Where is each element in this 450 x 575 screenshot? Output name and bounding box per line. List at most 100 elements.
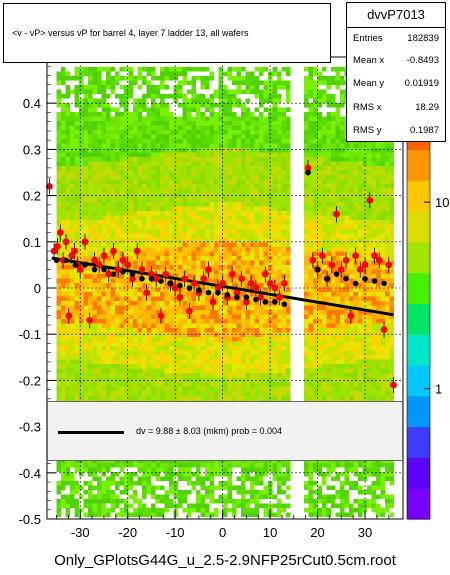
heat-cell bbox=[349, 301, 354, 306]
heat-cell bbox=[335, 193, 340, 198]
heat-cell bbox=[182, 220, 187, 225]
heat-cell bbox=[200, 152, 205, 157]
heat-cell bbox=[389, 292, 394, 297]
heat-cell bbox=[277, 143, 282, 148]
heat-cell bbox=[326, 310, 331, 315]
heat-cell bbox=[142, 382, 147, 387]
heat-cell bbox=[151, 301, 156, 306]
heat-cell bbox=[83, 116, 88, 121]
heat-cell bbox=[214, 161, 219, 166]
heat-cell bbox=[259, 211, 264, 216]
heat-cell bbox=[61, 346, 66, 351]
heat-cell bbox=[313, 179, 318, 184]
heat-cell bbox=[196, 319, 201, 324]
heat-cell bbox=[335, 382, 340, 387]
heat-cell bbox=[110, 80, 115, 85]
heat-cell bbox=[304, 301, 309, 306]
heat-cell bbox=[191, 193, 196, 198]
heat-cell bbox=[380, 301, 385, 306]
heat-cell bbox=[236, 80, 241, 85]
heat-cell bbox=[232, 125, 237, 130]
heat-cell bbox=[205, 220, 210, 225]
heat-cell bbox=[83, 67, 88, 72]
heat-cell bbox=[128, 310, 133, 315]
heat-cell bbox=[200, 220, 205, 225]
heat-cell bbox=[313, 134, 318, 139]
heat-cell bbox=[124, 134, 129, 139]
heat-cell bbox=[376, 197, 381, 202]
heat-cell bbox=[385, 373, 390, 378]
heat-cell bbox=[272, 323, 277, 328]
heat-cell bbox=[227, 233, 232, 238]
heat-cell bbox=[371, 224, 376, 229]
heat-cell bbox=[182, 148, 187, 153]
heat-cell bbox=[371, 161, 376, 166]
heat-cell bbox=[358, 373, 363, 378]
heat-cell bbox=[286, 233, 291, 238]
heat-cell bbox=[389, 166, 394, 171]
heat-cell bbox=[317, 274, 322, 279]
heat-cell bbox=[178, 134, 183, 139]
heat-cell bbox=[232, 224, 237, 229]
heat-cell bbox=[263, 368, 268, 373]
heat-cell bbox=[236, 175, 241, 180]
heat-cell bbox=[385, 152, 390, 157]
heat-cell bbox=[160, 292, 165, 297]
heat-cell bbox=[335, 107, 340, 112]
heat-cell bbox=[277, 368, 282, 373]
heat-cell bbox=[250, 80, 255, 85]
heat-cell bbox=[250, 134, 255, 139]
heat-cell bbox=[376, 179, 381, 184]
heat-cell bbox=[380, 188, 385, 193]
heat-cell bbox=[119, 148, 124, 153]
heat-cell bbox=[209, 269, 214, 274]
heat-cell bbox=[209, 211, 214, 216]
heat-cell bbox=[101, 368, 106, 373]
heat-cell bbox=[286, 94, 291, 99]
heat-cell bbox=[362, 305, 367, 310]
heat-cell bbox=[115, 107, 120, 112]
heat-cell bbox=[250, 157, 255, 162]
heat-cell bbox=[218, 314, 223, 319]
heat-cell bbox=[97, 350, 102, 355]
heat-cell bbox=[205, 238, 210, 243]
heat-cell bbox=[263, 166, 268, 171]
heat-cell bbox=[74, 116, 79, 121]
heat-cell bbox=[178, 179, 183, 184]
heat-cell bbox=[155, 220, 160, 225]
heat-cell bbox=[349, 328, 354, 333]
heat-cell bbox=[232, 382, 237, 387]
heat-cell bbox=[286, 278, 291, 283]
heat-cell bbox=[187, 296, 192, 301]
heat-cell bbox=[313, 346, 318, 351]
heat-cell bbox=[259, 341, 264, 346]
heat-cell bbox=[227, 350, 232, 355]
heat-cell bbox=[155, 76, 160, 81]
heat-cell bbox=[146, 256, 151, 261]
heat-cell bbox=[146, 301, 151, 306]
heat-cell bbox=[128, 283, 133, 288]
heat-cell bbox=[191, 94, 196, 99]
heat-cell bbox=[281, 269, 286, 274]
heat-cell bbox=[241, 103, 246, 108]
heat-cell bbox=[367, 377, 372, 382]
heat-cell bbox=[88, 112, 93, 117]
heat-cell bbox=[335, 368, 340, 373]
heat-cell bbox=[88, 238, 93, 243]
heat-cell bbox=[61, 103, 66, 108]
heat-cell bbox=[308, 314, 313, 319]
heat-cell bbox=[88, 98, 93, 103]
heat-cell bbox=[389, 161, 394, 166]
heat-cell bbox=[88, 220, 93, 225]
heat-cell bbox=[124, 341, 129, 346]
heat-cell bbox=[97, 170, 102, 175]
heat-cell bbox=[97, 139, 102, 144]
heat-cell bbox=[277, 386, 282, 391]
heat-cell bbox=[250, 256, 255, 261]
heat-cell bbox=[70, 229, 75, 234]
heat-cell bbox=[232, 368, 237, 373]
heat-cell bbox=[317, 305, 322, 310]
heat-cell bbox=[173, 247, 178, 252]
heat-cell bbox=[331, 152, 336, 157]
heat-cell bbox=[182, 161, 187, 166]
